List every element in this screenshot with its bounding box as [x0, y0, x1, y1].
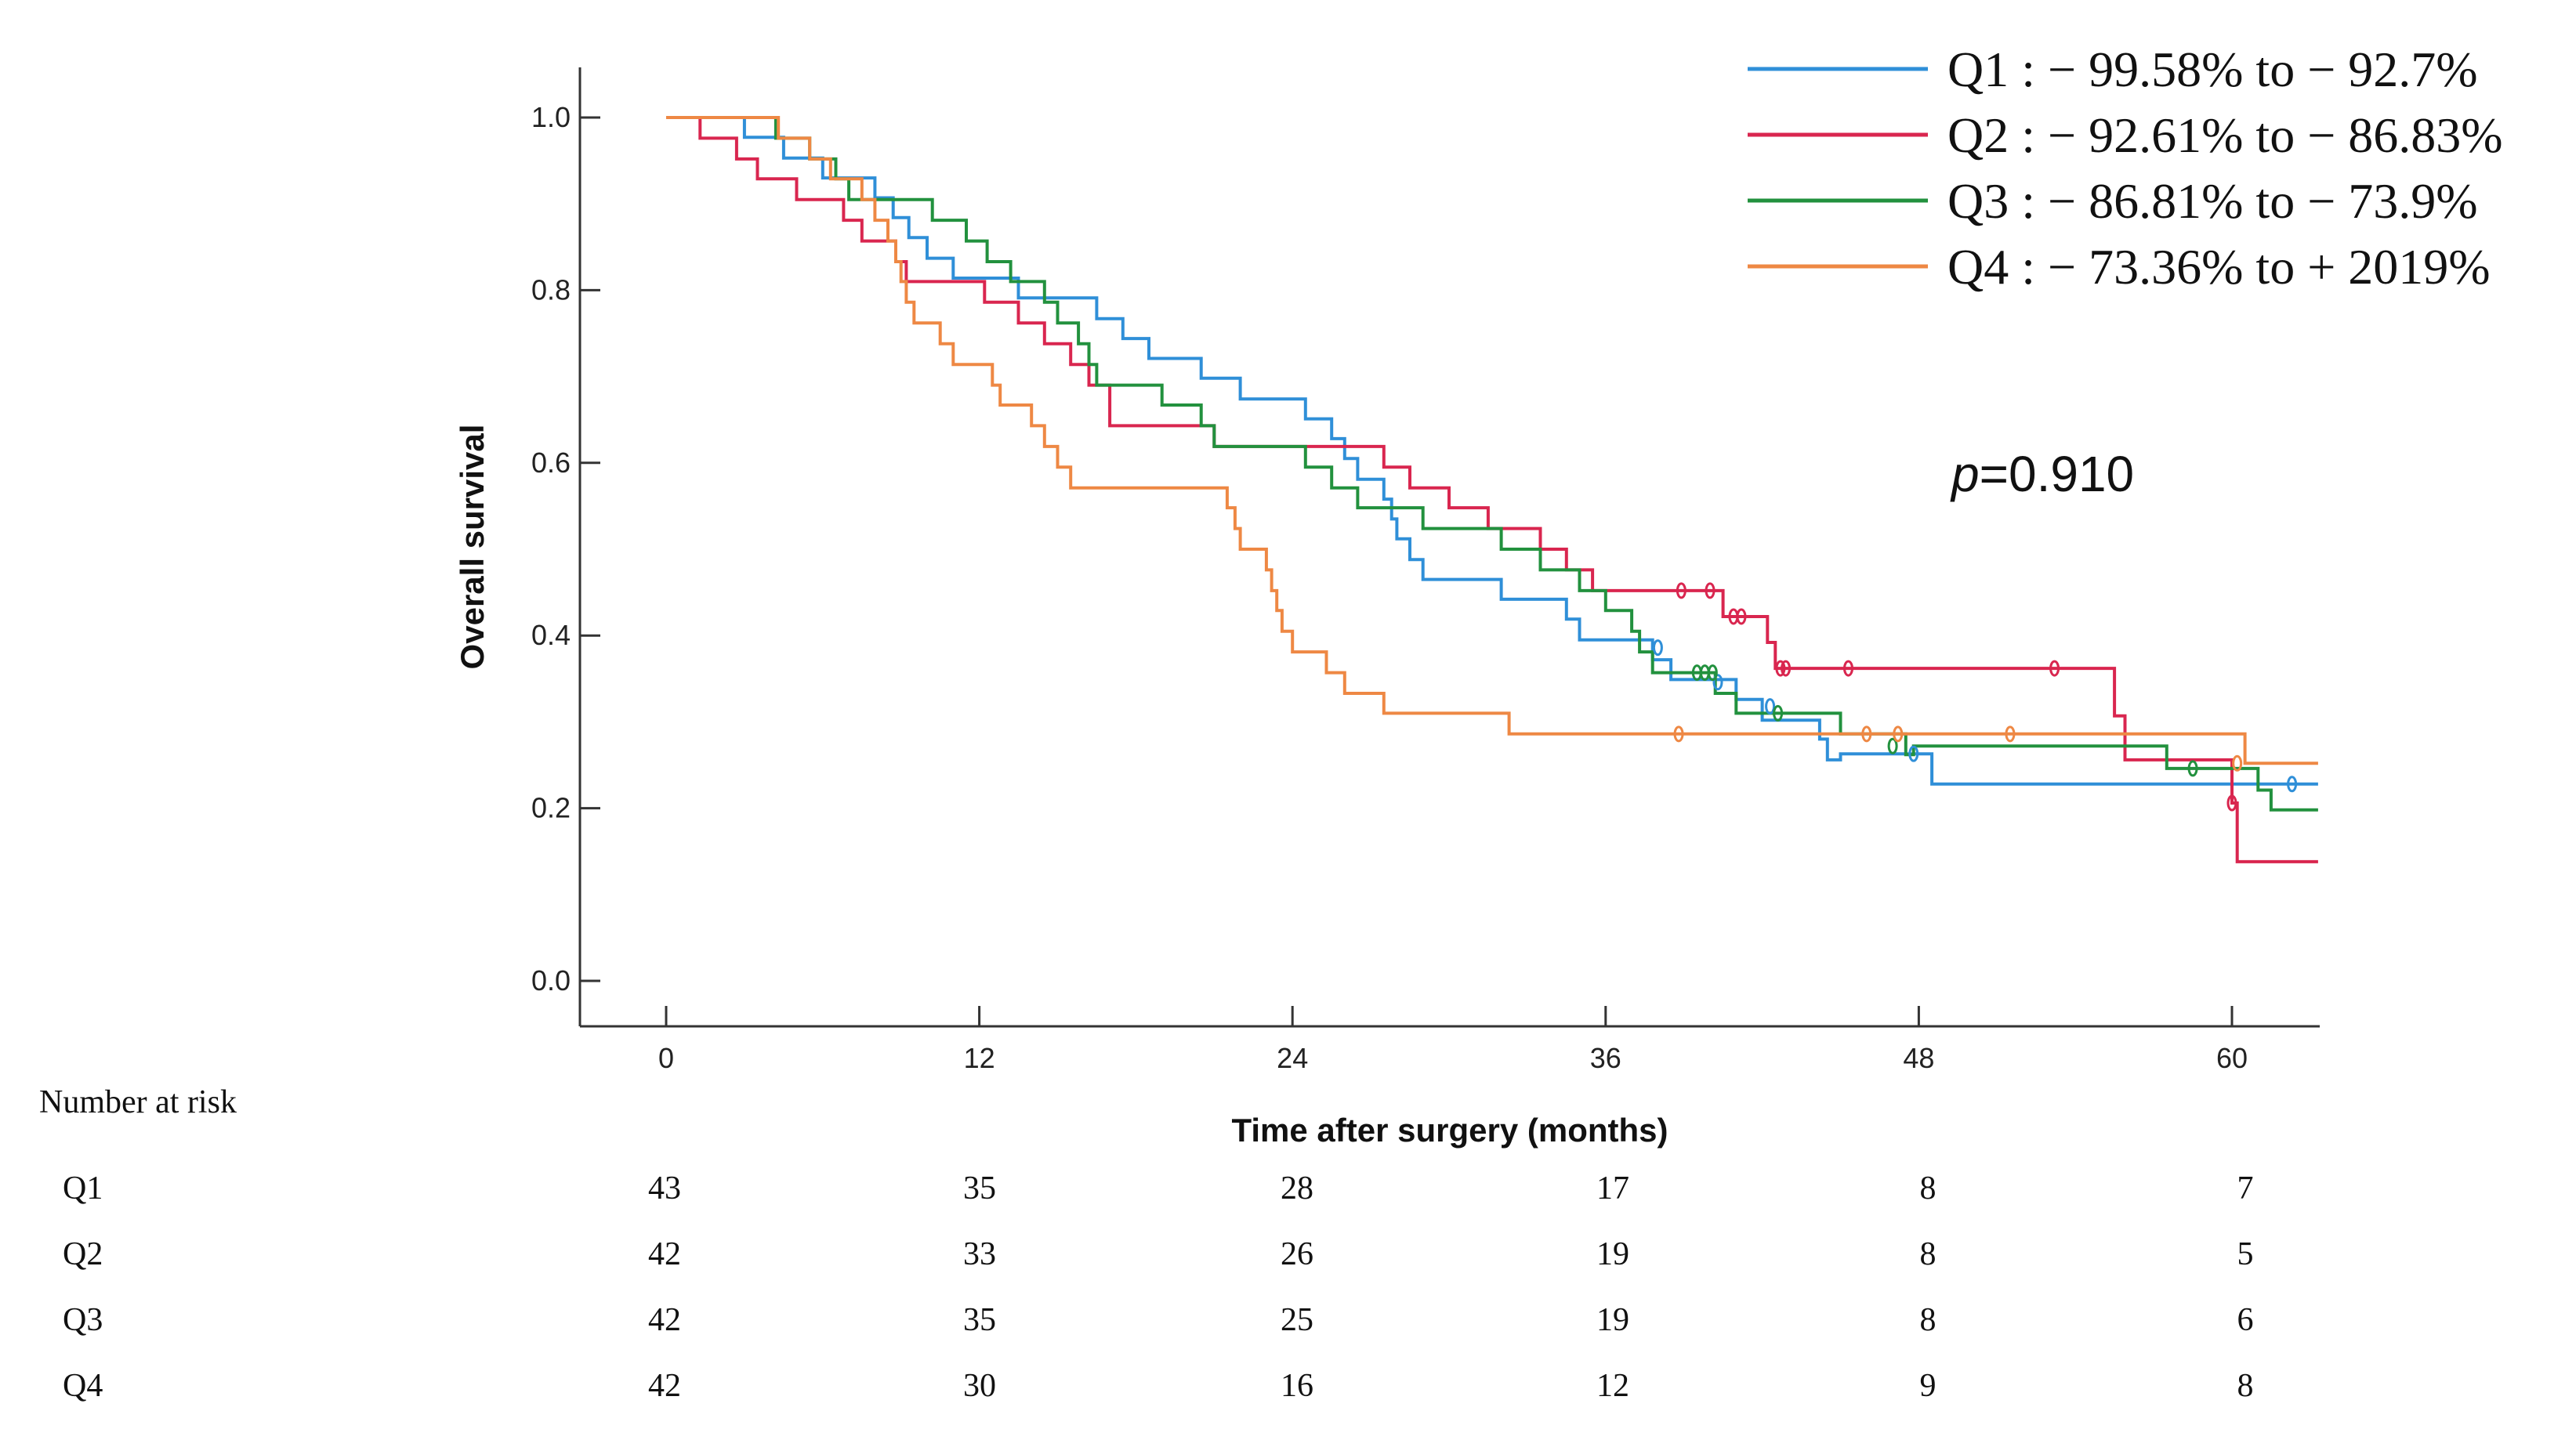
risk-count-q3: 8 [1920, 1302, 1937, 1338]
legend-label-q3: Q3 : − 86.81% to − 73.9% [1947, 173, 2478, 229]
x-ticks: 0 12 24 36 48 60 [658, 1006, 2248, 1074]
censor-mark-q1 [2287, 776, 2298, 793]
censor-mark-q2 [1842, 660, 1853, 677]
risk-count-q4: 8 [2237, 1368, 2254, 1404]
risk-count-q4: 16 [1281, 1368, 1313, 1404]
risk-row-label: Q2 [63, 1236, 103, 1272]
censor-mark-q4 [2232, 754, 2243, 772]
x-tick-label: 0 [658, 1042, 674, 1074]
censor-mark-q3 [1773, 704, 1784, 722]
y-tick-label: 1.0 [531, 101, 571, 133]
risk-count-q3: 35 [963, 1302, 996, 1338]
p-value-symbol: p [1950, 446, 1980, 502]
censor-mark-q4 [1893, 725, 1904, 743]
p-value-annotation: p=0.910 [1950, 446, 2134, 502]
censor-mark-q2 [1705, 582, 1716, 599]
risk-count-q1: 17 [1596, 1170, 1629, 1207]
risk-count-q2: 42 [648, 1236, 681, 1272]
censor-mark-q4 [1673, 725, 1684, 743]
risk-count-q1: 8 [1920, 1170, 1937, 1207]
risk-count-q2: 5 [2237, 1236, 2254, 1272]
risk-table-title: Number at risk [39, 1084, 237, 1120]
y-axis-title: Overall survival [454, 425, 491, 670]
risk-count-q3: 42 [648, 1302, 681, 1338]
censor-mark-q4 [1861, 725, 1872, 743]
censor-mark-q2 [1775, 660, 1786, 677]
censor-mark-q1 [1652, 639, 1663, 657]
risk-table-rows: Q1 43 35 28 17 8 7 Q2 42 33 26 19 8 5 Q3 42 35 25 19 8 6 Q4 42… [63, 1170, 2254, 1404]
censor-mark-q2 [1676, 582, 1687, 599]
risk-count-q1: 7 [2237, 1170, 2254, 1207]
x-tick-label: 24 [1277, 1042, 1308, 1074]
x-axis-title: Time after surgery (months) [1231, 1112, 1668, 1149]
risk-count-q4: 12 [1596, 1368, 1629, 1404]
censor-marks [1652, 582, 2298, 812]
y-tick-label: 0.4 [531, 619, 571, 651]
y-ticks: 0.0 0.2 0.4 0.6 0.8 1.0 [531, 101, 600, 997]
censor-mark-q2 [2049, 660, 2060, 677]
y-tick-label: 0.0 [531, 964, 571, 997]
legend: Q1 : − 99.58% to − 92.7% Q2 : − 92.61% to… [1748, 42, 2503, 295]
risk-count-q4: 42 [648, 1368, 681, 1404]
p-value-text: =0.910 [1980, 446, 2135, 502]
risk-count-q1: 28 [1281, 1170, 1313, 1207]
y-tick-label: 0.6 [531, 447, 571, 479]
legend-label-q4: Q4 : − 73.36% to + 2019% [1947, 239, 2491, 295]
risk-count-q2: 8 [1920, 1236, 1937, 1272]
censor-mark-q1 [1712, 674, 1723, 691]
risk-row-label: Q3 [63, 1302, 103, 1338]
risk-count-q1: 35 [963, 1170, 996, 1207]
risk-count-q2: 26 [1281, 1236, 1313, 1272]
y-tick-label: 0.2 [531, 792, 571, 824]
legend-label-q2: Q2 : − 92.61% to − 86.83% [1947, 107, 2503, 163]
survival-curve-q3 [666, 116, 2318, 812]
censor-mark-q1 [1908, 745, 1919, 762]
risk-table: Number at risk Q1 43 35 28 17 8 7Q2 42 33 26 19 8 5Q… [39, 1084, 2254, 1404]
risk-count-q3: 6 [2237, 1302, 2254, 1338]
risk-count-q1: 43 [648, 1170, 681, 1207]
survival-curves [666, 116, 2318, 863]
y-tick-label: 0.8 [531, 273, 571, 306]
x-tick-label: 12 [964, 1042, 995, 1074]
survival-curve-q1 [666, 116, 2318, 786]
risk-count-q3: 19 [1596, 1302, 1629, 1338]
x-tick-label: 48 [1903, 1042, 1934, 1074]
risk-row-label: Q4 [63, 1368, 103, 1404]
x-tick-label: 36 [1590, 1042, 1621, 1074]
risk-count-q2: 19 [1596, 1236, 1629, 1272]
x-tick-label: 60 [2216, 1042, 2248, 1074]
censor-mark-q1 [1765, 698, 1776, 715]
censor-mark-q3 [2187, 760, 2198, 777]
risk-count-q2: 33 [963, 1236, 996, 1272]
legend-label-q1: Q1 : − 99.58% to − 92.7% [1947, 42, 2478, 97]
censor-mark-q2 [1781, 660, 1792, 677]
censor-mark-q2 [2226, 794, 2237, 812]
survival-curve-q4 [666, 116, 2318, 765]
risk-count-q4: 9 [1920, 1368, 1937, 1404]
risk-count-q4: 30 [963, 1368, 996, 1404]
censor-mark-q4 [2005, 725, 2016, 743]
risk-row-label: Q1 [63, 1170, 103, 1207]
plot-area: 0.0 0.2 0.4 0.6 0.8 1.0 0 12 24 36 48 60 [531, 67, 2320, 1074]
risk-count-q3: 25 [1281, 1302, 1313, 1338]
censor-mark-q3 [1707, 664, 1718, 682]
censor-mark-q2 [1736, 608, 1747, 625]
censor-mark-q3 [1887, 737, 1898, 754]
